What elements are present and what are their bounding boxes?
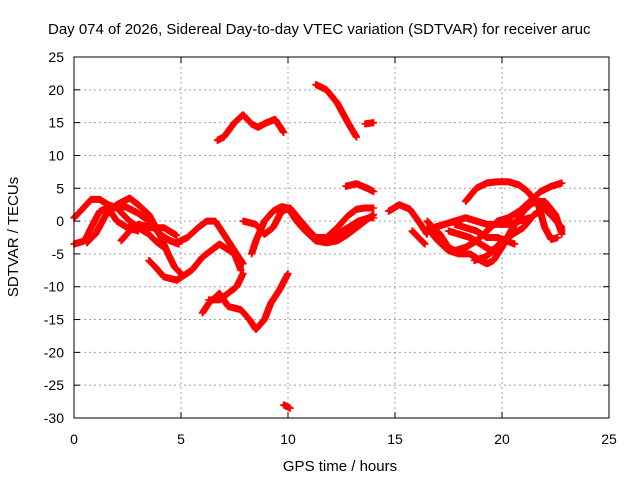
series-arc-19 — [408, 227, 429, 248]
data-point-markers — [408, 227, 429, 248]
axis-ticks: 0 5 10 15 20 25 -30 -25 -20 -15 -10 -5 0 5 10 15 20 25 — [44, 49, 617, 447]
data-point-markers — [312, 81, 360, 141]
x-axis-label: GPS time / hours — [283, 458, 397, 475]
y-tick-label: -25 — [44, 377, 64, 393]
data-point-markers — [342, 180, 378, 196]
data-point-markers — [248, 203, 378, 258]
y-tick-label: 25 — [48, 49, 64, 65]
data-point-markers — [519, 197, 566, 235]
data-point-markers — [361, 119, 378, 128]
data-point-markers — [83, 194, 185, 278]
y-tick-label: -30 — [44, 410, 64, 426]
x-tick-label: 15 — [387, 431, 403, 447]
data-point-markers — [213, 111, 288, 144]
series-arc-18 — [385, 201, 431, 238]
data-point-markers — [280, 401, 294, 412]
y-tick-label: -10 — [44, 279, 64, 295]
data-point-markers — [173, 217, 247, 268]
series-arc-10 — [205, 270, 247, 304]
x-tick-label: 20 — [494, 431, 510, 447]
data-point-markers — [385, 201, 431, 238]
series-arc-16 — [342, 180, 378, 196]
x-tick-label: 10 — [280, 431, 296, 447]
data-point-markers — [205, 270, 247, 304]
y-tick-label: -20 — [44, 344, 64, 360]
y-tick-label: 15 — [48, 115, 64, 131]
y-tick-label: -15 — [44, 312, 64, 328]
y-tick-label: 20 — [48, 82, 64, 98]
series-arc-3 — [83, 194, 185, 278]
series-arc-27 — [519, 197, 566, 235]
series-arc-8 — [213, 111, 288, 144]
series-arc-17 — [323, 204, 378, 241]
series-arc-15 — [361, 119, 378, 128]
data-series — [70, 81, 566, 412]
series-arc-12 — [248, 203, 378, 258]
y-axis-label: SDTVAR / TECUs — [5, 177, 22, 297]
data-point-markers — [109, 203, 183, 248]
chart-title: Day 074 of 2026, Sidereal Day-to-day VTE… — [48, 21, 591, 38]
series-arc-5 — [109, 203, 183, 248]
y-tick-label: 0 — [56, 213, 64, 229]
x-tick-label: 5 — [177, 431, 185, 447]
x-tick-label: 0 — [70, 431, 78, 447]
data-point-markers — [323, 204, 378, 241]
y-tick-label: -5 — [52, 246, 65, 262]
plot-frame — [73, 56, 610, 419]
series-arc-14 — [312, 81, 360, 141]
y-tick-label: 5 — [56, 180, 64, 196]
series-arc-13 — [280, 401, 294, 412]
series-arc-7 — [173, 217, 247, 268]
x-tick-label: 25 — [601, 431, 617, 447]
y-tick-label: 10 — [48, 147, 64, 163]
